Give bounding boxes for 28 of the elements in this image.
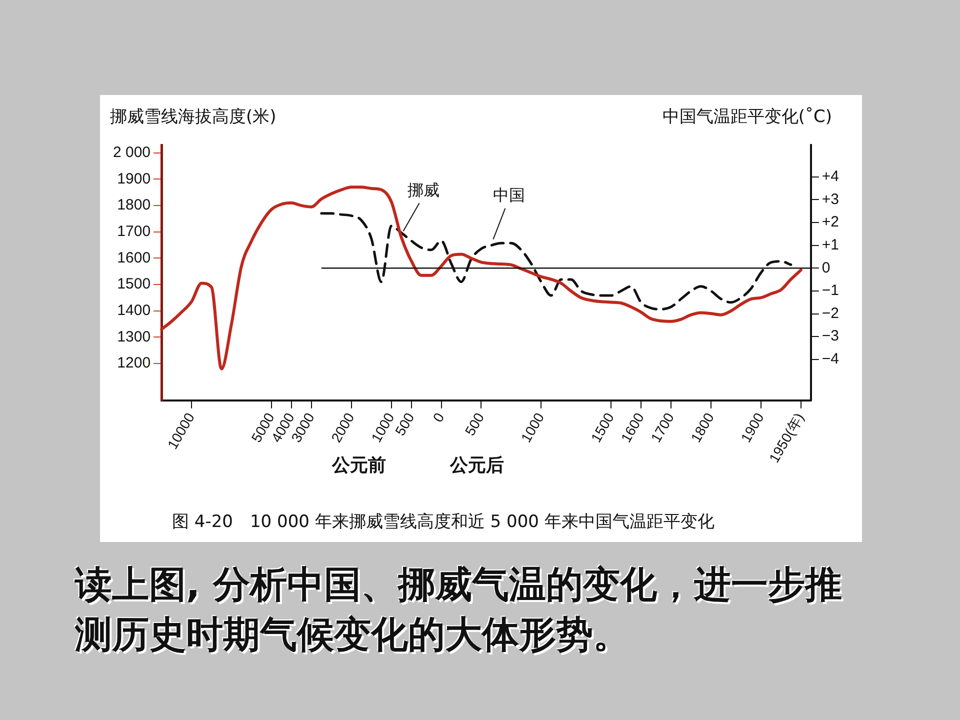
y-axis-title: 挪威雪线海拔高度(米) bbox=[110, 106, 276, 128]
y-tick-label: 1900 bbox=[117, 170, 151, 188]
y-tick-label: 1300 bbox=[117, 328, 151, 346]
text: 公元后 bbox=[450, 454, 504, 477]
y-tick-label: 1200 bbox=[117, 354, 151, 372]
text: 中国 bbox=[493, 186, 526, 205]
x-tick-label: 0 bbox=[429, 410, 448, 425]
series-label: 挪威 bbox=[407, 180, 440, 200]
y2-tick-label: +1 bbox=[822, 236, 840, 254]
y-tick-label: 1800 bbox=[117, 196, 151, 214]
y-tick-label: 1500 bbox=[117, 276, 151, 293]
y-tick-label: 1400 bbox=[117, 302, 151, 320]
y-tick-label: 1600 bbox=[117, 249, 151, 266]
y2-tick-label: −3 bbox=[822, 328, 840, 345]
y2-tick-label: 0 bbox=[822, 259, 830, 276]
y2-tick-label: +3 bbox=[822, 190, 840, 208]
y-tick-label: 2 000 bbox=[112, 144, 151, 162]
y2-tick-label: −4 bbox=[822, 350, 840, 368]
y2-tick-label: +2 bbox=[822, 214, 840, 231]
text: 公元前 bbox=[332, 454, 386, 477]
y2-axis-title: 中国气温距平变化(˚C) bbox=[662, 106, 832, 128]
y2-tick-label: −2 bbox=[822, 304, 840, 322]
x-tick-label: 500 bbox=[462, 410, 488, 438]
y-tick-label: 1700 bbox=[117, 223, 151, 240]
y2-tick-label: −1 bbox=[822, 282, 840, 300]
text: 读上图, 分析中国、挪威气温的变化，进一步推测历史时期气候变化的大体形势。 bbox=[75, 562, 843, 658]
caption: 图 4-20 10 000 年来挪威雪线高度和近 5 000 年来中国气温距平变化 bbox=[172, 511, 714, 533]
y2-tick-label: +4 bbox=[822, 168, 840, 186]
